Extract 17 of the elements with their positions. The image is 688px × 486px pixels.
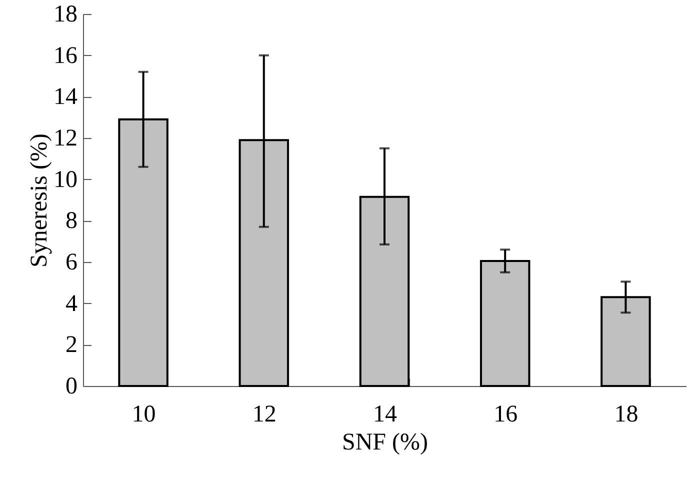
x-tick-label: 18 xyxy=(614,402,638,428)
y-tick-label: 12 xyxy=(54,126,78,152)
y-tick-label: 0 xyxy=(66,374,78,400)
x-tick-label: 12 xyxy=(252,402,276,428)
x-tick-label: 10 xyxy=(132,402,156,428)
x-tick-label: 16 xyxy=(494,402,518,428)
y-tick-label: 10 xyxy=(54,166,78,193)
y-tick-label: 16 xyxy=(54,42,78,69)
y-tick-label: 14 xyxy=(54,84,78,110)
y-tick-label: 6 xyxy=(66,250,78,276)
y-tick-label: 2 xyxy=(66,332,78,358)
y-tick-label: 4 xyxy=(66,290,78,317)
x-tick-label: 14 xyxy=(373,402,397,428)
y-tick-label: 18 xyxy=(54,2,78,28)
x-axis-title: SNF (%) xyxy=(342,430,428,456)
y-axis-title: Syneresis (%) xyxy=(26,134,52,268)
y-tick-label: 8 xyxy=(66,208,78,234)
